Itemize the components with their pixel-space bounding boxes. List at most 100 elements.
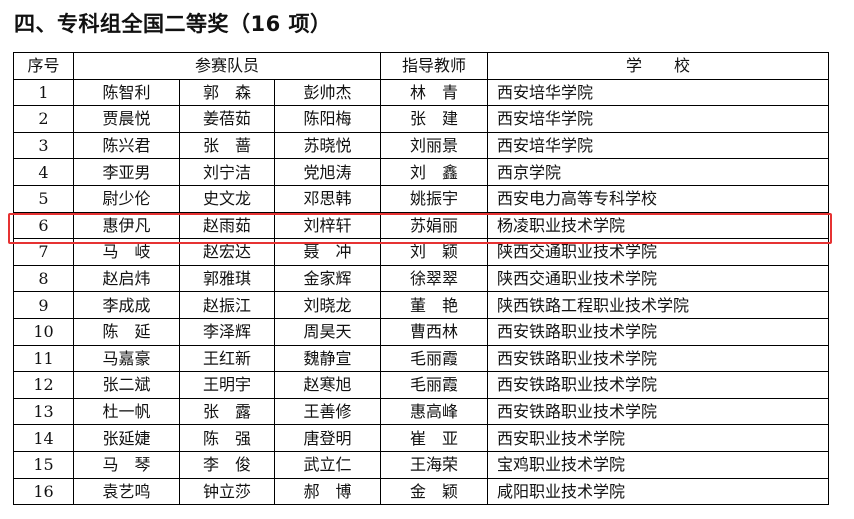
member-cell: 赵启炜 xyxy=(73,264,180,293)
member-cell: 陈阳梅 xyxy=(274,105,381,133)
member-cell: 周昊天 xyxy=(274,317,381,346)
advisor-cell: 苏娟丽 xyxy=(380,211,488,240)
school-cell: 西安铁路职业技术学院 xyxy=(487,371,829,399)
seq-cell: 14 xyxy=(13,424,74,452)
member-cell: 张 蔷 xyxy=(179,131,275,160)
header-seq: 序号 xyxy=(13,52,74,80)
member-cell: 尉少伦 xyxy=(73,184,180,213)
member-cell: 赵振江 xyxy=(179,291,275,319)
table-row: 8 赵启炜 郭雅琪 金家辉 徐翠翠 陕西交通职业技术学院 xyxy=(13,264,829,293)
member-cell: 张二斌 xyxy=(73,371,180,399)
header-school: 学 校 xyxy=(487,52,829,80)
school-cell: 西安电力高等专科学校 xyxy=(487,184,829,213)
member-cell: 刘晓龙 xyxy=(274,291,381,319)
seq-cell: 11 xyxy=(13,344,74,373)
seq-cell: 8 xyxy=(13,264,74,293)
member-cell: 赵宏达 xyxy=(179,238,275,266)
member-cell: 马嘉豪 xyxy=(73,344,180,373)
header-advisor: 指导教师 xyxy=(380,52,488,80)
member-cell: 马 岐 xyxy=(73,238,180,266)
member-cell: 魏静宣 xyxy=(274,344,381,373)
seq-cell: 2 xyxy=(13,105,74,133)
member-cell: 杜一帆 xyxy=(73,397,180,426)
school-cell: 陕西交通职业技术学院 xyxy=(487,238,829,266)
table-row: 12 张二斌 王明宇 赵寒旭 毛丽霞 西安铁路职业技术学院 xyxy=(13,371,829,399)
member-cell: 李成成 xyxy=(73,291,180,319)
school-cell: 陕西交通职业技术学院 xyxy=(487,264,829,293)
member-cell: 刘宁洁 xyxy=(179,158,275,186)
member-cell: 邓思韩 xyxy=(274,184,381,213)
member-cell: 陈 强 xyxy=(179,424,275,452)
member-cell: 王明宇 xyxy=(179,371,275,399)
member-cell: 惠伊凡 xyxy=(73,211,180,240)
advisor-cell: 毛丽霞 xyxy=(380,344,488,373)
advisor-cell: 金 颖 xyxy=(380,477,488,506)
school-cell: 西安培华学院 xyxy=(487,78,829,107)
table-row: 16 袁艺鸣 钟立莎郝 博金 颖咸阳职业技术学院 xyxy=(13,477,829,506)
seq-cell: 13 xyxy=(13,397,74,426)
member-cell: 李泽辉 xyxy=(179,317,275,346)
member-cell: 李亚男 xyxy=(73,158,180,186)
table-header-row: 序号 参赛队员 指导教师 学 校 xyxy=(13,52,829,80)
member-cell: 党旭涛 xyxy=(274,158,381,186)
member-cell: 金家辉 xyxy=(274,264,381,293)
seq-cell: 10 xyxy=(13,317,74,346)
table-row: 5 尉少伦 史文龙 邓思韩 姚振宇 西安电力高等专科学校 xyxy=(13,184,829,213)
member-cell: 郭 森 xyxy=(179,78,275,107)
table-row: 15 马 琴李 俊武立仁 王海荣 宝鸡职业技术学院 xyxy=(13,450,829,479)
advisor-cell: 徐翠翠 xyxy=(380,264,488,293)
seq-cell: 12 xyxy=(13,371,74,399)
member-cell: 钟立莎 xyxy=(179,477,275,506)
member-cell: 赵寒旭 xyxy=(274,371,381,399)
advisor-cell: 刘 鑫 xyxy=(380,158,488,186)
advisor-cell: 惠高峰 xyxy=(380,397,488,426)
table-row: 14 张延婕陈 强唐登明崔 亚西安职业技术学院 xyxy=(13,424,829,452)
advisor-cell: 崔 亚 xyxy=(380,424,488,452)
award-table: 序号 参赛队员 指导教师 学 校 1 陈智利郭 森彭帅杰林 青西安培华学院 2 贾晨悦… xyxy=(13,52,829,506)
member-cell: 马 琴 xyxy=(73,450,180,479)
advisor-cell: 刘丽景 xyxy=(380,131,488,160)
table-row: 9 李成成 赵振江 刘晓龙董 艳陕西铁路工程职业技术学院 xyxy=(13,291,829,319)
member-cell: 刘梓轩 xyxy=(274,211,381,240)
seq-cell: 9 xyxy=(13,291,74,319)
member-cell: 郭雅琪 xyxy=(179,264,275,293)
seq-cell: 16 xyxy=(13,477,74,506)
table-row: 3 陈兴君张 蔷苏晓悦 刘丽景 西安培华学院 xyxy=(13,131,829,160)
school-cell: 杨凌职业技术学院 xyxy=(487,211,829,240)
table-row: 2 贾晨悦 姜蓓茹 陈阳梅张 建西安培华学院 xyxy=(13,105,829,133)
section-title: 四、专科组全国二等奖（16 项） xyxy=(14,12,332,36)
seq-cell: 15 xyxy=(13,450,74,479)
advisor-cell: 张 建 xyxy=(380,105,488,133)
seq-cell: 4 xyxy=(13,158,74,186)
member-cell: 史文龙 xyxy=(179,184,275,213)
table-row: 4 李亚男 刘宁洁 党旭涛刘 鑫西京学院 xyxy=(13,158,829,186)
school-cell: 陕西铁路工程职业技术学院 xyxy=(487,291,829,319)
seq-cell: 7 xyxy=(13,238,74,266)
member-cell: 陈兴君 xyxy=(73,131,180,160)
school-cell: 咸阳职业技术学院 xyxy=(487,477,829,506)
table-row: 10 陈 延李泽辉 周昊天 曹西林 西安铁路职业技术学院 xyxy=(13,317,829,346)
table-row: 1 陈智利郭 森彭帅杰林 青西安培华学院 xyxy=(13,78,829,107)
member-cell: 陈智利 xyxy=(73,78,180,107)
seq-cell: 5 xyxy=(13,184,74,213)
member-cell: 张延婕 xyxy=(73,424,180,452)
advisor-cell: 曹西林 xyxy=(380,317,488,346)
member-cell: 姜蓓茹 xyxy=(179,105,275,133)
advisor-cell: 王海荣 xyxy=(380,450,488,479)
advisor-cell: 林 青 xyxy=(380,78,488,107)
table-row: 13 杜一帆张 露王善修 惠高峰 西安铁路职业技术学院 xyxy=(13,397,829,426)
member-cell: 彭帅杰 xyxy=(274,78,381,107)
school-cell: 西安培华学院 xyxy=(487,131,829,160)
school-cell: 西京学院 xyxy=(487,158,829,186)
table-row: 11 马嘉豪 王红新 魏静宣 毛丽霞 西安铁路职业技术学院 xyxy=(13,344,829,373)
school-cell: 宝鸡职业技术学院 xyxy=(487,450,829,479)
school-cell: 西安职业技术学院 xyxy=(487,424,829,452)
seq-cell: 6 xyxy=(13,211,74,240)
member-cell: 赵雨茹 xyxy=(179,211,275,240)
member-cell: 武立仁 xyxy=(274,450,381,479)
member-cell: 苏晓悦 xyxy=(274,131,381,160)
advisor-cell: 姚振宇 xyxy=(380,184,488,213)
school-cell: 西安培华学院 xyxy=(487,105,829,133)
advisor-cell: 刘 颖 xyxy=(380,238,488,266)
